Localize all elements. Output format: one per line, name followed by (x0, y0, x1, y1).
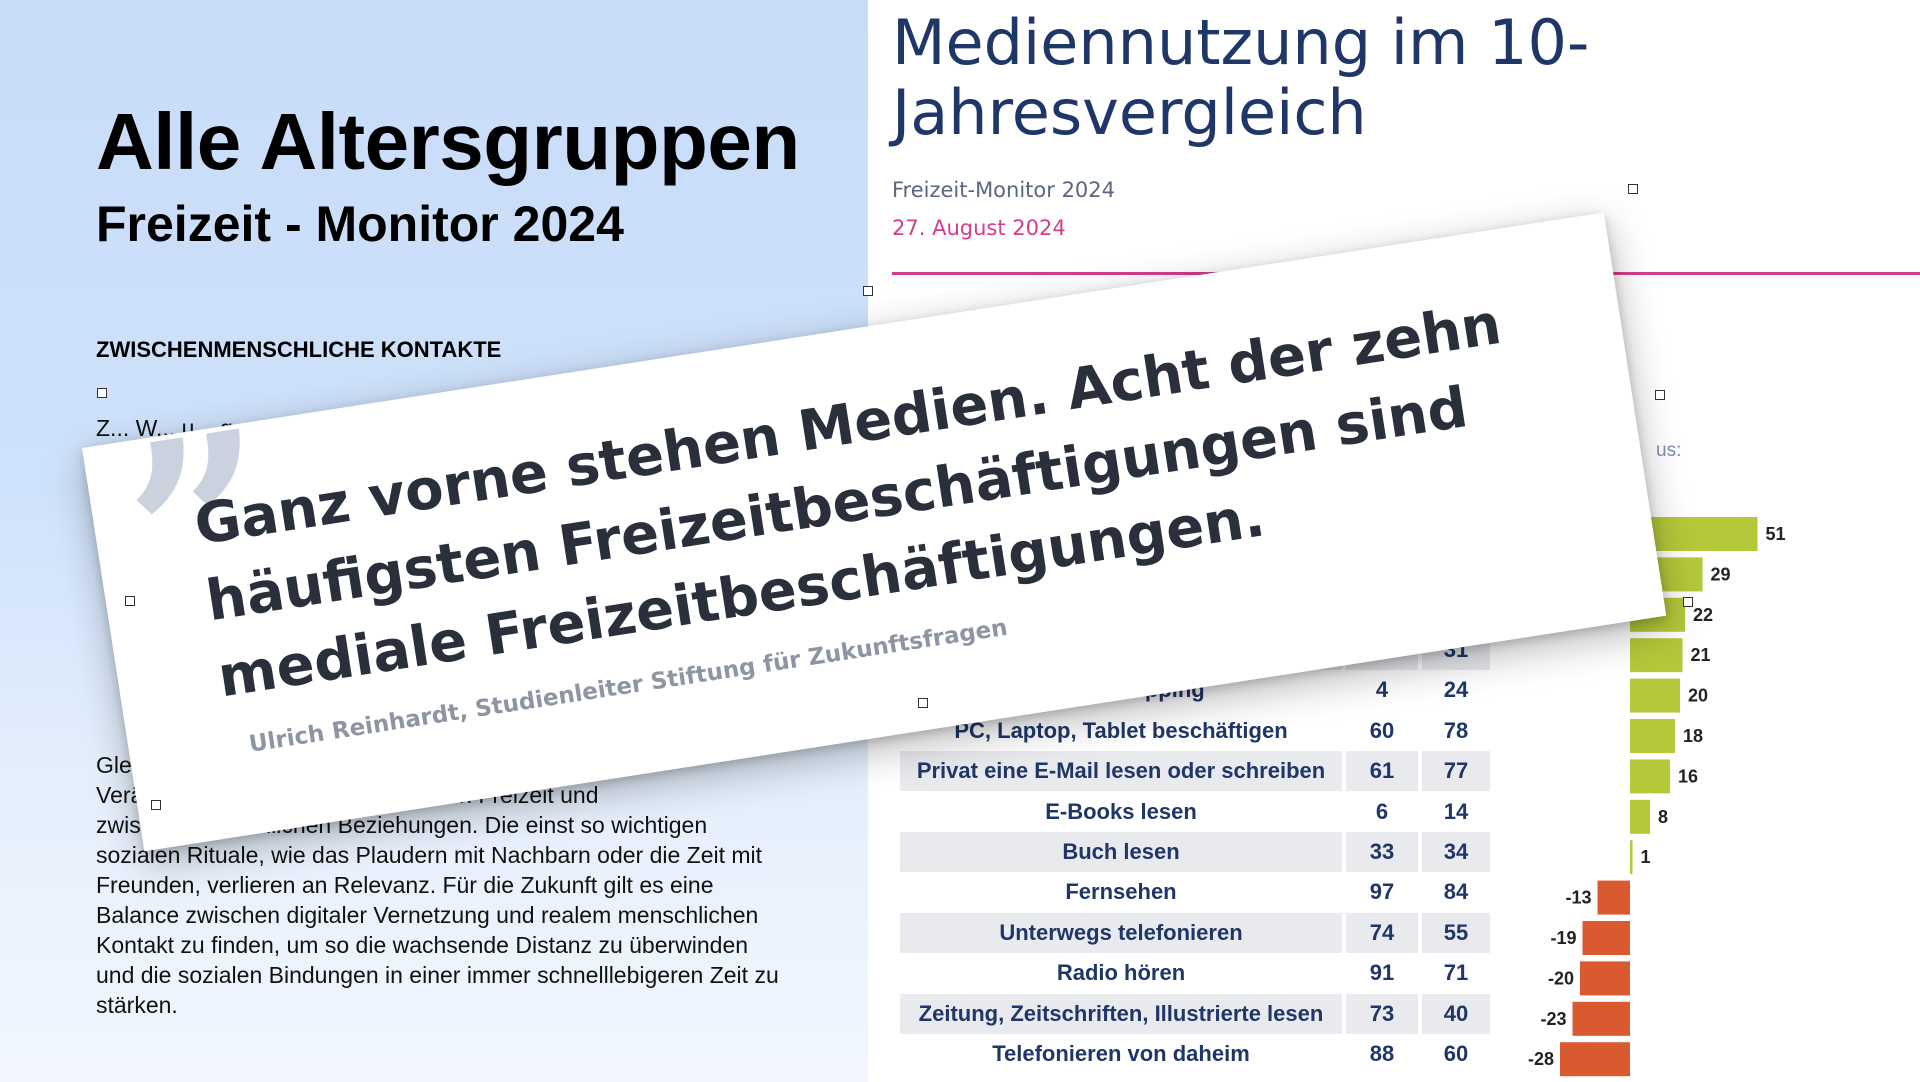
chart-bar (1630, 759, 1670, 794)
chart-bar (1630, 678, 1680, 713)
value-2014: 73 (1346, 993, 1418, 1034)
chart-bar (1560, 1042, 1630, 1077)
bar-value-label: -13 (1565, 888, 1591, 908)
table-row: Privat eine E-Mail lesen oder schreiben 6… (900, 751, 1490, 792)
value-2024: 77 (1422, 751, 1490, 792)
table-row: Fernsehen 97 84 (900, 872, 1490, 912)
value-2024: 78 (1443, 717, 1469, 743)
value-2014: 33 (1346, 832, 1418, 872)
resize-handle-bottom[interactable] (918, 698, 928, 708)
row-label: PC, Laptop, Tablet beschäftigen (954, 717, 1288, 743)
row-label: Buch lesen (900, 832, 1342, 872)
resize-handle-right-lower[interactable] (1683, 597, 1693, 607)
paragraph-line: stärken. (96, 992, 178, 1018)
value-2014: 4 (1375, 677, 1389, 703)
table-row: Radio hören 91 71 (900, 953, 1490, 993)
bar-value-label: 22 (1693, 605, 1713, 625)
value-2014: 74 (1346, 912, 1418, 953)
paragraph-line: Balance zwischen digitaler Vernetzung un… (96, 902, 759, 928)
slide-source: Freizeit-Monitor 2024 (892, 178, 1116, 202)
row-label: Zeitung, Zeitschriften, Illustrierte les… (900, 993, 1342, 1034)
value-2024: 14 (1443, 798, 1469, 824)
chart-bar (1597, 880, 1630, 915)
paragraph-line: und die sozialen Bindungen in einer imme… (96, 962, 779, 988)
resize-handle-right[interactable] (1655, 390, 1665, 400)
paragraph-line: Kontakt zu finden, um so die wachsende D… (96, 932, 749, 958)
paragraph-line: sozialen Rituale, wie das Plaudern mit N… (96, 842, 763, 868)
value-2024: 71 (1443, 960, 1469, 986)
table-row: Telefonieren von daheim 88 60 (900, 1034, 1490, 1074)
value-2024: 40 (1422, 993, 1490, 1034)
value-2014: 91 (1369, 960, 1395, 986)
chart-bar (1582, 921, 1630, 955)
value-2014: 61 (1346, 751, 1418, 792)
table-row: Unterwegs telefonieren 74 55 (900, 912, 1490, 953)
chart-bar (1630, 840, 1633, 875)
bar-value-label: 29 (1711, 564, 1731, 584)
bar-value-label: 21 (1691, 645, 1711, 665)
row-label: Fernsehen (1065, 879, 1177, 905)
value-2014: 97 (1369, 879, 1395, 905)
section-heading: ZWISCHENMENSCHLICHE KONTAKTE (96, 337, 502, 362)
bar-value-label: 8 (1658, 807, 1668, 827)
bar-value-label: 1 (1641, 847, 1651, 867)
value-2024: 34 (1422, 832, 1490, 872)
page-title: Alle Altersgruppen (96, 97, 800, 186)
chart-bar (1630, 719, 1675, 753)
row-label: Telefonieren von daheim (992, 1041, 1250, 1066)
value-2024: 55 (1422, 912, 1490, 953)
chart-bar (1572, 1001, 1630, 1036)
slide-title: Mediennutzung im 10-Jahresvergleich (892, 6, 1590, 149)
chart-bar (1630, 638, 1683, 673)
table-row: Buch lesen 33 34 (900, 832, 1490, 872)
bar-value-label: -20 (1548, 968, 1574, 988)
bar-value-label: -19 (1550, 928, 1576, 948)
resize-handle-top[interactable] (863, 286, 873, 296)
legend-hint: us: (1656, 440, 1682, 461)
row-label: E-Books lesen (1045, 798, 1197, 824)
row-label: Unterwegs telefonieren (900, 912, 1342, 953)
bar-value-label: 18 (1683, 726, 1703, 746)
value-2024: 60 (1443, 1041, 1469, 1066)
slide-date: 27. August 2024 (892, 216, 1066, 240)
value-2014: 6 (1375, 798, 1389, 824)
table-row: PC, Laptop, Tablet beschäftigen 60 78 (900, 711, 1490, 751)
value-2024: 24 (1443, 677, 1469, 703)
chart-bar (1580, 961, 1630, 996)
resize-handle-top-left[interactable] (97, 388, 107, 398)
table-row: E-Books lesen 6 14 (900, 792, 1490, 832)
table-row: Zeitung, Zeitschriften, Illustrierte les… (900, 993, 1490, 1034)
value-2024: 84 (1443, 879, 1469, 905)
page-subtitle: Freizeit - Monitor 2024 (96, 196, 624, 252)
value-2014: 60 (1369, 717, 1395, 743)
chart-bar (1630, 799, 1650, 834)
row-label: Privat eine E-Mail lesen oder schreiben (900, 751, 1342, 792)
bar-value-label: -28 (1528, 1049, 1554, 1069)
bar-value-label: 16 (1678, 766, 1698, 786)
resize-handle-top-right[interactable] (1628, 184, 1638, 194)
paragraph-line: Freunden, verlieren an Relevanz. Für die… (96, 872, 714, 898)
resize-handle-left[interactable] (125, 596, 135, 606)
row-label: Radio hören (1056, 960, 1186, 986)
resize-handle-bottom-left[interactable] (151, 800, 161, 810)
bar-value-label: 20 (1688, 686, 1708, 706)
bar-value-label: -23 (1540, 1009, 1566, 1029)
value-2014: 88 (1369, 1041, 1395, 1066)
bar-value-label: 51 (1766, 524, 1786, 544)
